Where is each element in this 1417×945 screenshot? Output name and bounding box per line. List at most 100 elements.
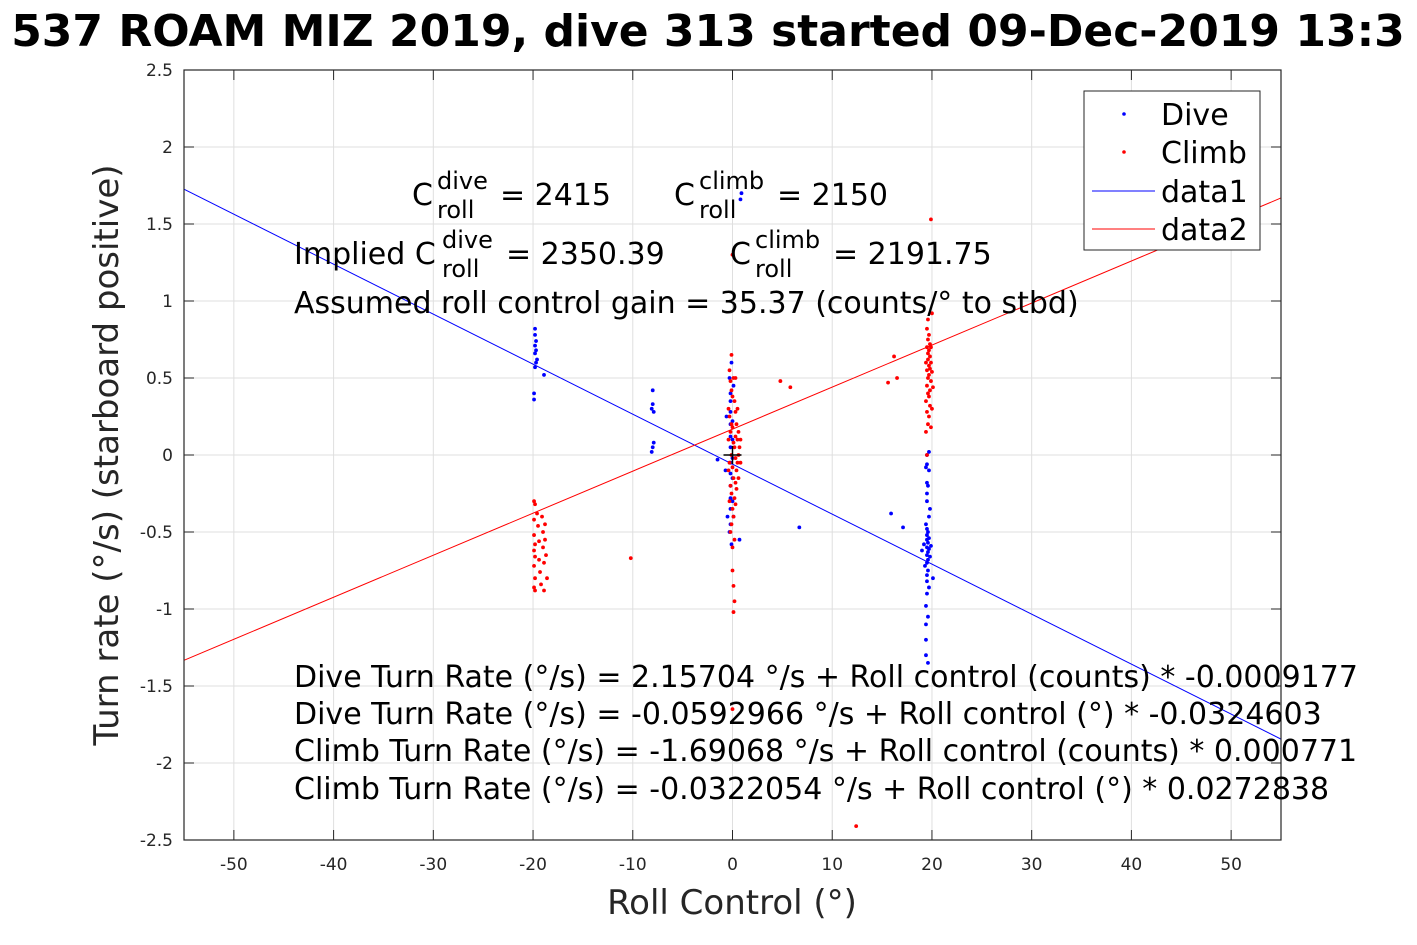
x-tick-label: 30 [1021, 855, 1043, 875]
climb-point [892, 354, 896, 359]
dive-point [533, 332, 537, 337]
climb-point [733, 434, 738, 439]
x-tick-label: 20 [921, 855, 943, 875]
dive-point [926, 550, 930, 554]
climb-point [929, 425, 933, 430]
climb-point [925, 345, 929, 350]
climb-point [735, 437, 740, 442]
dive-point [922, 542, 926, 547]
dive-point [533, 343, 537, 348]
climb-point [731, 610, 736, 614]
climb-point [925, 368, 929, 373]
svg-text:climb: climb [755, 226, 820, 254]
dive-point [926, 483, 930, 488]
dive-point [651, 409, 656, 414]
dive-point [925, 499, 929, 504]
dive-point [925, 579, 929, 584]
dive-point [715, 457, 720, 462]
legend-label-dive: Dive [1161, 98, 1229, 133]
y-tick-label: -1 [156, 600, 173, 620]
y-tick-label: 0 [162, 446, 173, 466]
legend-label-data1: data1 [1161, 175, 1248, 210]
climb-point [537, 539, 541, 544]
x-tick-label: -30 [419, 855, 447, 875]
climb-point [736, 476, 741, 480]
svg-text:C: C [674, 178, 695, 213]
dive-point [728, 471, 733, 476]
dive-point [929, 543, 933, 548]
dive-point [926, 568, 930, 573]
climb-point [926, 357, 930, 362]
climb-point [886, 380, 890, 385]
x-tick-label: 0 [727, 855, 738, 875]
climb-point [538, 570, 542, 574]
climb-point [929, 360, 933, 365]
climb-point [928, 366, 932, 371]
fit-line-data1 [183, 188, 1282, 740]
climb-point [929, 379, 933, 383]
climb-point [729, 388, 734, 393]
climb-point [730, 507, 735, 511]
climb-point [536, 523, 540, 528]
dive-point [920, 548, 924, 553]
climb-point [930, 406, 934, 411]
dive-point [534, 360, 538, 365]
climb-point [731, 514, 736, 519]
dive-point [729, 360, 734, 365]
dive-point [650, 388, 655, 393]
climb-point [729, 491, 734, 496]
dive-point [928, 554, 932, 559]
dive-point [534, 348, 538, 353]
climb-point [738, 460, 743, 465]
climb-point [854, 824, 859, 829]
svg-text:C: C [412, 178, 433, 213]
climb-point [732, 537, 737, 542]
svg-text:= 2191.75: = 2191.75 [833, 237, 992, 272]
climb-point [736, 430, 741, 434]
climb-point [541, 530, 545, 534]
climb-point [895, 376, 899, 380]
x-tick-labels: -50 -40 -30 -20 -10 0 10 20 30 40 50 [220, 855, 1242, 875]
dive-point [728, 434, 733, 439]
climb-point [926, 317, 930, 322]
climb-point [732, 496, 737, 501]
climb-point [927, 348, 931, 353]
dive-point [730, 499, 735, 504]
dive-point [927, 468, 931, 473]
climb-point [533, 576, 537, 581]
dive-point [724, 414, 729, 419]
dive-point [532, 391, 536, 396]
climb-point [543, 522, 547, 527]
climb-point [535, 511, 539, 516]
dive-point [927, 585, 931, 590]
svg-text:dive: dive [437, 167, 488, 195]
climb-point [726, 437, 731, 442]
climb-point [540, 514, 544, 519]
dive-point [927, 536, 931, 541]
dive-point [797, 525, 802, 530]
x-tick-label: -20 [519, 855, 547, 875]
legend: Dive Climb data1 data2 [1083, 90, 1261, 251]
y-tick-label: 1 [162, 292, 173, 312]
dive-point [925, 527, 929, 531]
legend-box [1083, 90, 1261, 251]
climb-point [733, 376, 738, 380]
x-tick-label: -10 [619, 855, 647, 875]
dive-point [533, 365, 537, 370]
dive-point [649, 406, 654, 411]
climb-point [730, 394, 735, 399]
svg-text:Implied C: Implied C [294, 237, 436, 272]
climb-point [735, 460, 740, 465]
climb-point [733, 409, 738, 414]
climb-point [543, 537, 547, 542]
climb-point [734, 422, 739, 427]
legend-label-climb: Climb [1161, 136, 1247, 171]
annotation-eq3: Climb Turn Rate (°/s) = -1.69068 °/s + R… [294, 734, 1357, 769]
dive-point [542, 373, 546, 377]
dive-point [727, 376, 732, 380]
x-tick-label: 10 [821, 855, 843, 875]
y-tick-label: -2 [156, 754, 173, 774]
y-tick-label: -2.5 [140, 831, 173, 851]
climb-point [539, 582, 543, 587]
climb-point [778, 379, 783, 383]
